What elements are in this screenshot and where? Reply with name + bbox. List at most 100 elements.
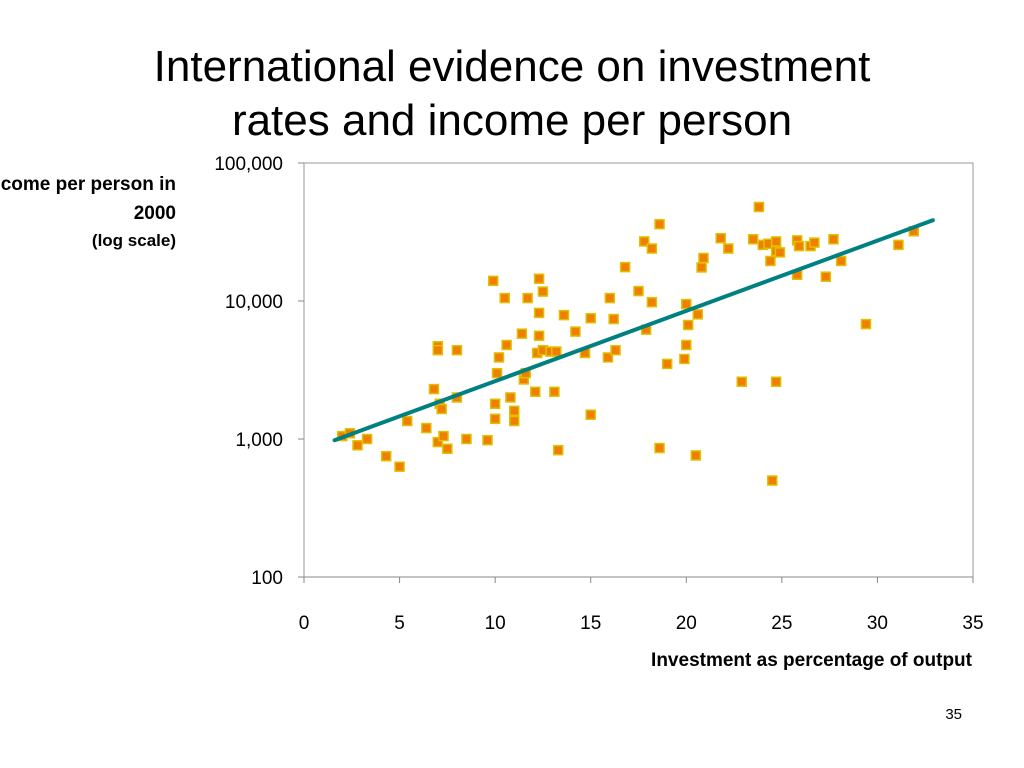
y-axis-label: Income per person in 2000 (log scale): [0, 170, 176, 254]
data-point: [690, 450, 702, 461]
data-point: [692, 309, 704, 320]
data-point: [401, 415, 413, 427]
data-point: [835, 255, 847, 267]
data-point: [361, 433, 373, 445]
data-point: [428, 383, 440, 395]
data-point: [516, 328, 528, 339]
data-point: [604, 292, 616, 304]
data-point: [619, 261, 631, 273]
x-tick-label: 0: [299, 613, 310, 634]
data-point: [753, 201, 765, 213]
data-point: [809, 237, 820, 248]
x-axis-label: Investment as percentage of output: [651, 650, 972, 671]
data-point: [723, 243, 734, 254]
data-point: [774, 247, 786, 258]
data-point: [549, 386, 560, 397]
x-tick-label: 5: [394, 613, 405, 634]
data-point: [505, 392, 516, 403]
data-point: [522, 292, 533, 304]
data-point: [421, 422, 432, 434]
data-point: [893, 239, 904, 251]
data-point: [499, 292, 510, 304]
data-point: [633, 285, 644, 297]
data-point: [646, 296, 658, 308]
data-point: [530, 386, 541, 397]
data-point: [585, 312, 596, 324]
data-point: [646, 243, 658, 254]
y-axis-label-text: Income per person in 2000: [0, 174, 176, 224]
data-point: [736, 376, 747, 387]
data-point: [493, 352, 505, 363]
data-point: [489, 398, 501, 410]
y-tick-label: 100: [251, 568, 283, 589]
trend-line: [332, 218, 935, 443]
data-point: [394, 461, 405, 472]
x-tick-label: 20: [676, 613, 697, 634]
data-point: [767, 475, 778, 486]
data-point: [352, 440, 363, 451]
data-point: [820, 271, 832, 282]
data-point: [638, 236, 650, 247]
plot-area-frame: [303, 162, 974, 578]
data-point: [654, 442, 665, 454]
slide-number: 35: [945, 706, 962, 723]
x-tick-label: 10: [485, 613, 506, 634]
data-point: [570, 326, 581, 337]
data-point: [654, 218, 665, 230]
y-tick-label: 100,000: [214, 154, 283, 175]
y-tick-label: 10,000: [225, 292, 283, 313]
y-axis-ticks: 100 1,000 10,000 100,000: [214, 154, 304, 589]
data-point: [770, 376, 782, 387]
data-point: [432, 436, 444, 448]
data-point: [489, 413, 501, 425]
data-point: [442, 443, 453, 454]
data-point: [491, 367, 503, 379]
data-point: [461, 433, 472, 445]
data-point: [747, 234, 759, 245]
data-point: [715, 232, 726, 244]
data-point: [533, 273, 545, 284]
slide-title: International evidence on investment rat…: [60, 40, 964, 148]
data-point: [451, 344, 463, 356]
data-point: [610, 344, 621, 356]
data-point: [661, 358, 673, 370]
slide-title-line-1: International evidence on investment: [153, 42, 871, 91]
data-point: [432, 344, 444, 356]
x-axis-ticks: 0 5 10 15 20 25 30 35: [299, 577, 984, 634]
data-point: [509, 415, 520, 427]
data-point: [487, 275, 499, 287]
data-point: [698, 252, 709, 264]
data-point: [380, 450, 392, 462]
data-point: [482, 434, 493, 446]
data-point: [608, 313, 619, 325]
data-point: [681, 339, 692, 351]
y-tick-label: 1,000: [235, 430, 283, 451]
y-axis-label-note: (log scale): [91, 231, 176, 250]
x-tick-label: 25: [771, 613, 792, 634]
x-tick-label: 35: [962, 613, 983, 634]
data-point: [696, 262, 707, 273]
x-tick-label: 15: [580, 613, 601, 634]
slide-title-line-2: rates and income per person: [231, 96, 793, 145]
data-point: [682, 319, 694, 331]
data-point: [533, 330, 545, 342]
data-point: [533, 307, 545, 319]
data-point: [679, 353, 690, 365]
data-point: [765, 255, 776, 267]
data-point: [537, 286, 549, 297]
data-point: [828, 234, 839, 245]
data-point: [602, 352, 614, 363]
data-point: [860, 318, 872, 330]
data-point: [436, 403, 447, 415]
data-point: [585, 409, 596, 420]
data-point: [793, 240, 805, 252]
data-point: [558, 309, 570, 321]
data-point: [552, 444, 564, 456]
data-points: [336, 201, 919, 486]
data-point: [551, 346, 562, 357]
x-tick-label: 30: [867, 613, 888, 634]
data-point: [501, 339, 512, 351]
data-point: [681, 298, 692, 310]
data-point: [509, 405, 520, 417]
